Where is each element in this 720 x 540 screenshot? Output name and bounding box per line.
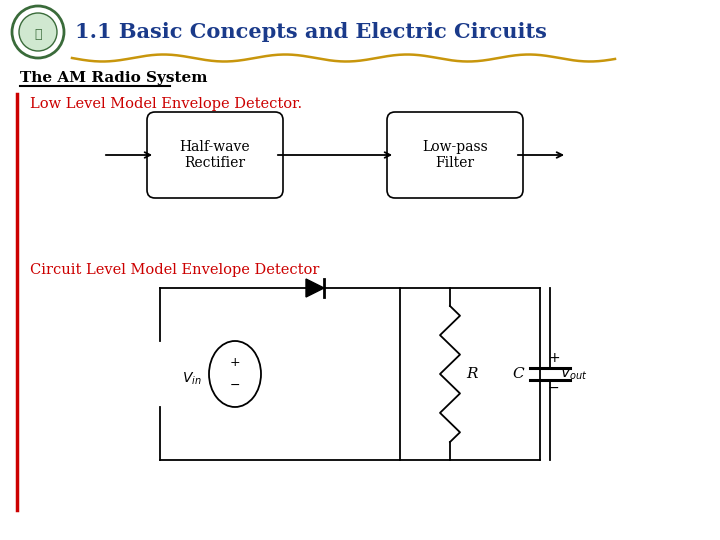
Text: R: R <box>466 367 477 381</box>
Text: Half-wave
Rectifier: Half-wave Rectifier <box>180 140 251 170</box>
Text: −: − <box>548 381 559 395</box>
Circle shape <box>12 6 64 58</box>
FancyBboxPatch shape <box>147 112 283 198</box>
Text: 🌱: 🌱 <box>35 28 42 40</box>
Text: Circuit Level Model Envelope Detector: Circuit Level Model Envelope Detector <box>30 263 320 277</box>
Text: Low-pass
Filter: Low-pass Filter <box>422 140 488 170</box>
FancyBboxPatch shape <box>387 112 523 198</box>
Text: $V_{in}$: $V_{in}$ <box>182 371 202 387</box>
Ellipse shape <box>209 341 261 407</box>
Text: C: C <box>512 367 524 381</box>
Circle shape <box>19 13 57 51</box>
Text: Low Level Model Envelope Detector.: Low Level Model Envelope Detector. <box>30 97 302 111</box>
Text: +: + <box>230 356 240 369</box>
Text: $V_{out}$: $V_{out}$ <box>560 366 588 382</box>
Text: The AM Radio System: The AM Radio System <box>20 71 207 85</box>
Text: −: − <box>230 379 240 392</box>
Text: +: + <box>548 351 559 365</box>
Text: 1.1 Basic Concepts and Electric Circuits: 1.1 Basic Concepts and Electric Circuits <box>75 22 547 42</box>
Polygon shape <box>306 279 324 297</box>
